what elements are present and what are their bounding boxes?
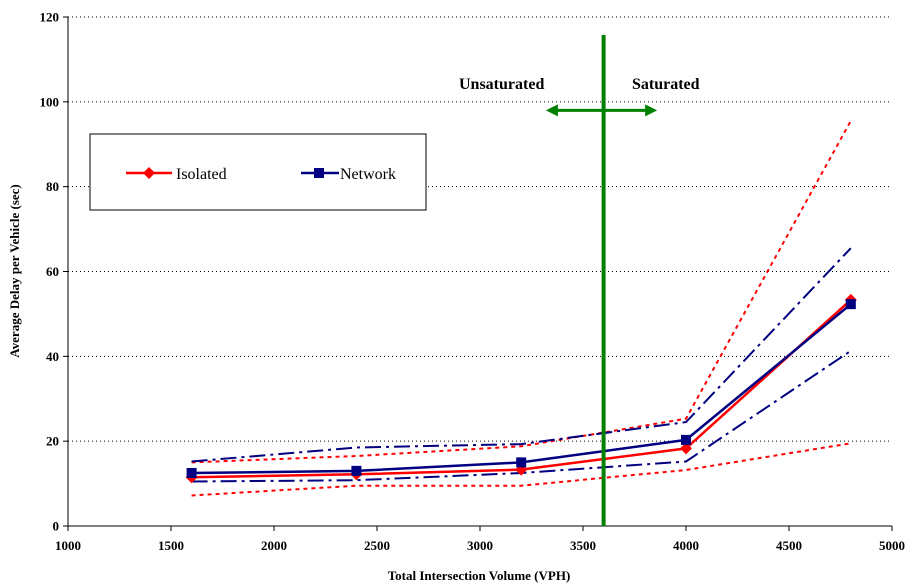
y-axis-title: Average Delay per Vehicle (sec) <box>7 184 22 358</box>
series-line-2 <box>191 120 852 464</box>
network-point <box>516 457 527 468</box>
x-tick-label: 3000 <box>467 538 493 553</box>
series-line-4 <box>191 247 852 463</box>
y-tick-label: 80 <box>46 179 59 194</box>
series-line-0 <box>191 298 852 479</box>
x-tick-label: 2000 <box>261 538 287 553</box>
y-tick-label: 0 <box>53 519 60 534</box>
legend-network-label: Network <box>340 166 396 183</box>
network-point <box>351 465 362 476</box>
network-point <box>681 434 691 445</box>
series-line-3 <box>191 442 851 497</box>
legend-isolated-marker <box>143 167 155 179</box>
y-tick-label: 40 <box>46 349 59 364</box>
x-tick-label: 4500 <box>776 538 802 553</box>
legend-network-marker <box>314 168 324 178</box>
isolated-point <box>680 442 692 455</box>
x-tick-label: 1000 <box>55 538 81 553</box>
x-axis-title: Total Intersection Volume (VPH) <box>388 568 571 583</box>
gridlines <box>68 16 892 442</box>
saturated-label: Saturated <box>632 76 700 93</box>
x-tick-label: 3500 <box>570 538 596 553</box>
arrow-left-icon <box>545 104 558 117</box>
x-axis-ticks: 1000 1500 2000 2500 3000 3500 4000 4500 5000 <box>55 526 905 553</box>
y-tick-label: 120 <box>40 10 60 25</box>
series-markers <box>185 293 857 484</box>
y-tick-label: 60 <box>46 264 59 279</box>
unsaturated-label: Unsaturated <box>459 76 544 93</box>
legend-isolated-label: Isolated <box>176 166 227 183</box>
y-axis-ticks: 0 20 40 60 80 100 120 <box>40 10 68 534</box>
saturation-divider <box>545 35 658 526</box>
x-tick-label: 5000 <box>879 538 905 553</box>
x-tick-label: 4000 <box>673 538 699 553</box>
y-tick-label: 100 <box>40 94 60 109</box>
arrow-right-icon <box>645 104 658 117</box>
network-point <box>845 299 856 310</box>
network-point <box>186 467 197 478</box>
legend: Isolated Network <box>89 133 427 211</box>
x-tick-label: 1500 <box>158 538 184 553</box>
y-tick-label: 20 <box>46 434 59 449</box>
x-tick-label: 2500 <box>364 538 390 553</box>
